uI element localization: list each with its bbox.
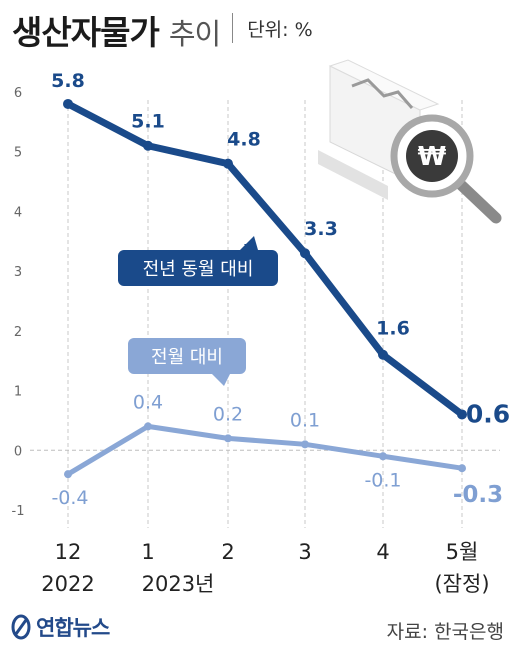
data-point — [458, 464, 466, 473]
x-tick-label: 4 — [376, 540, 389, 564]
y-tick-label: 6 — [14, 86, 22, 101]
data-label-mom: -0.4 — [51, 487, 88, 509]
x-tick-label: 12 — [55, 540, 82, 564]
series-points — [63, 98, 467, 479]
x-tick-sublabel: 2023년 — [142, 572, 215, 596]
data-label-yoy: 4.8 — [227, 129, 261, 151]
data-label-yoy: 5.8 — [51, 70, 85, 92]
data-label-yoy: 0.6 — [466, 399, 510, 428]
data-label-mom: 0.4 — [133, 391, 163, 413]
publisher-name: 연합뉴스 — [36, 616, 110, 640]
y-tick-label: 2 — [14, 325, 22, 340]
data-label-mom: -0.1 — [364, 469, 401, 491]
chart-header: 생산자물가 추이 단위: % — [12, 6, 313, 52]
x-tick-label: 3 — [298, 540, 311, 564]
won-magnifier-chart-icon: ₩ — [318, 59, 502, 224]
data-point — [143, 140, 153, 151]
unit-label: 단위: % — [247, 18, 313, 41]
data-label-yoy: 1.6 — [376, 318, 410, 340]
data-point — [64, 470, 72, 479]
data-point — [63, 98, 73, 109]
x-tick-sublabel: (잠정) — [434, 572, 489, 596]
legend-label-mom: 전월 대비 — [151, 347, 223, 368]
x-tick-sublabel: 2022 — [41, 572, 94, 596]
title-divider — [232, 13, 234, 43]
svg-text:₩: ₩ — [418, 142, 447, 172]
series-line-mom — [65, 423, 465, 477]
data-label-mom: 0.2 — [213, 403, 243, 425]
y-axis: 6 5 4 3 2 1 0 -1 — [12, 86, 25, 519]
data-labels: 5.8 5.1 4.8 3.3 1.6 0.6 -0.4 0.4 0.2 0.1 -0.1 -0.3 — [51, 70, 510, 509]
data-label-mom: -0.3 — [453, 482, 503, 508]
legend-callout-mom: 전월 대비 — [128, 338, 246, 386]
y-tick-label: 0 — [14, 444, 22, 459]
chart-subtitle: 추이 — [168, 17, 221, 51]
data-label-yoy: 3.3 — [304, 218, 338, 240]
yonhap-logo-icon — [11, 614, 31, 640]
y-tick-label: -1 — [12, 504, 25, 519]
data-point — [378, 349, 388, 360]
data-point — [224, 434, 232, 443]
legend-callout-yoy: 전년 동월 대비 — [118, 236, 278, 286]
x-tick-label: 1 — [141, 540, 154, 564]
x-tick-label: 5월 — [446, 540, 479, 564]
data-point — [223, 158, 233, 169]
data-point — [379, 452, 387, 461]
legend-label-yoy: 전년 동월 대비 — [143, 259, 254, 280]
y-tick-label: 1 — [14, 385, 22, 400]
data-label-mom: 0.1 — [290, 409, 320, 431]
series-line-yoy — [64, 100, 466, 418]
publisher-logo: 연합뉴스 — [10, 612, 110, 642]
y-tick-label: 4 — [14, 205, 22, 220]
y-tick-label: 5 — [14, 146, 22, 161]
data-point — [300, 248, 310, 259]
x-tick-label: 2 — [221, 540, 234, 564]
y-tick-label: 3 — [14, 265, 22, 280]
data-point — [301, 440, 309, 449]
source-note: 자료: 한국은행 — [386, 621, 504, 643]
series-lines — [64, 100, 466, 477]
data-point — [457, 409, 467, 420]
data-point — [144, 422, 152, 431]
data-label-yoy: 5.1 — [131, 111, 165, 133]
chart-title: 생산자물가 — [12, 13, 160, 52]
